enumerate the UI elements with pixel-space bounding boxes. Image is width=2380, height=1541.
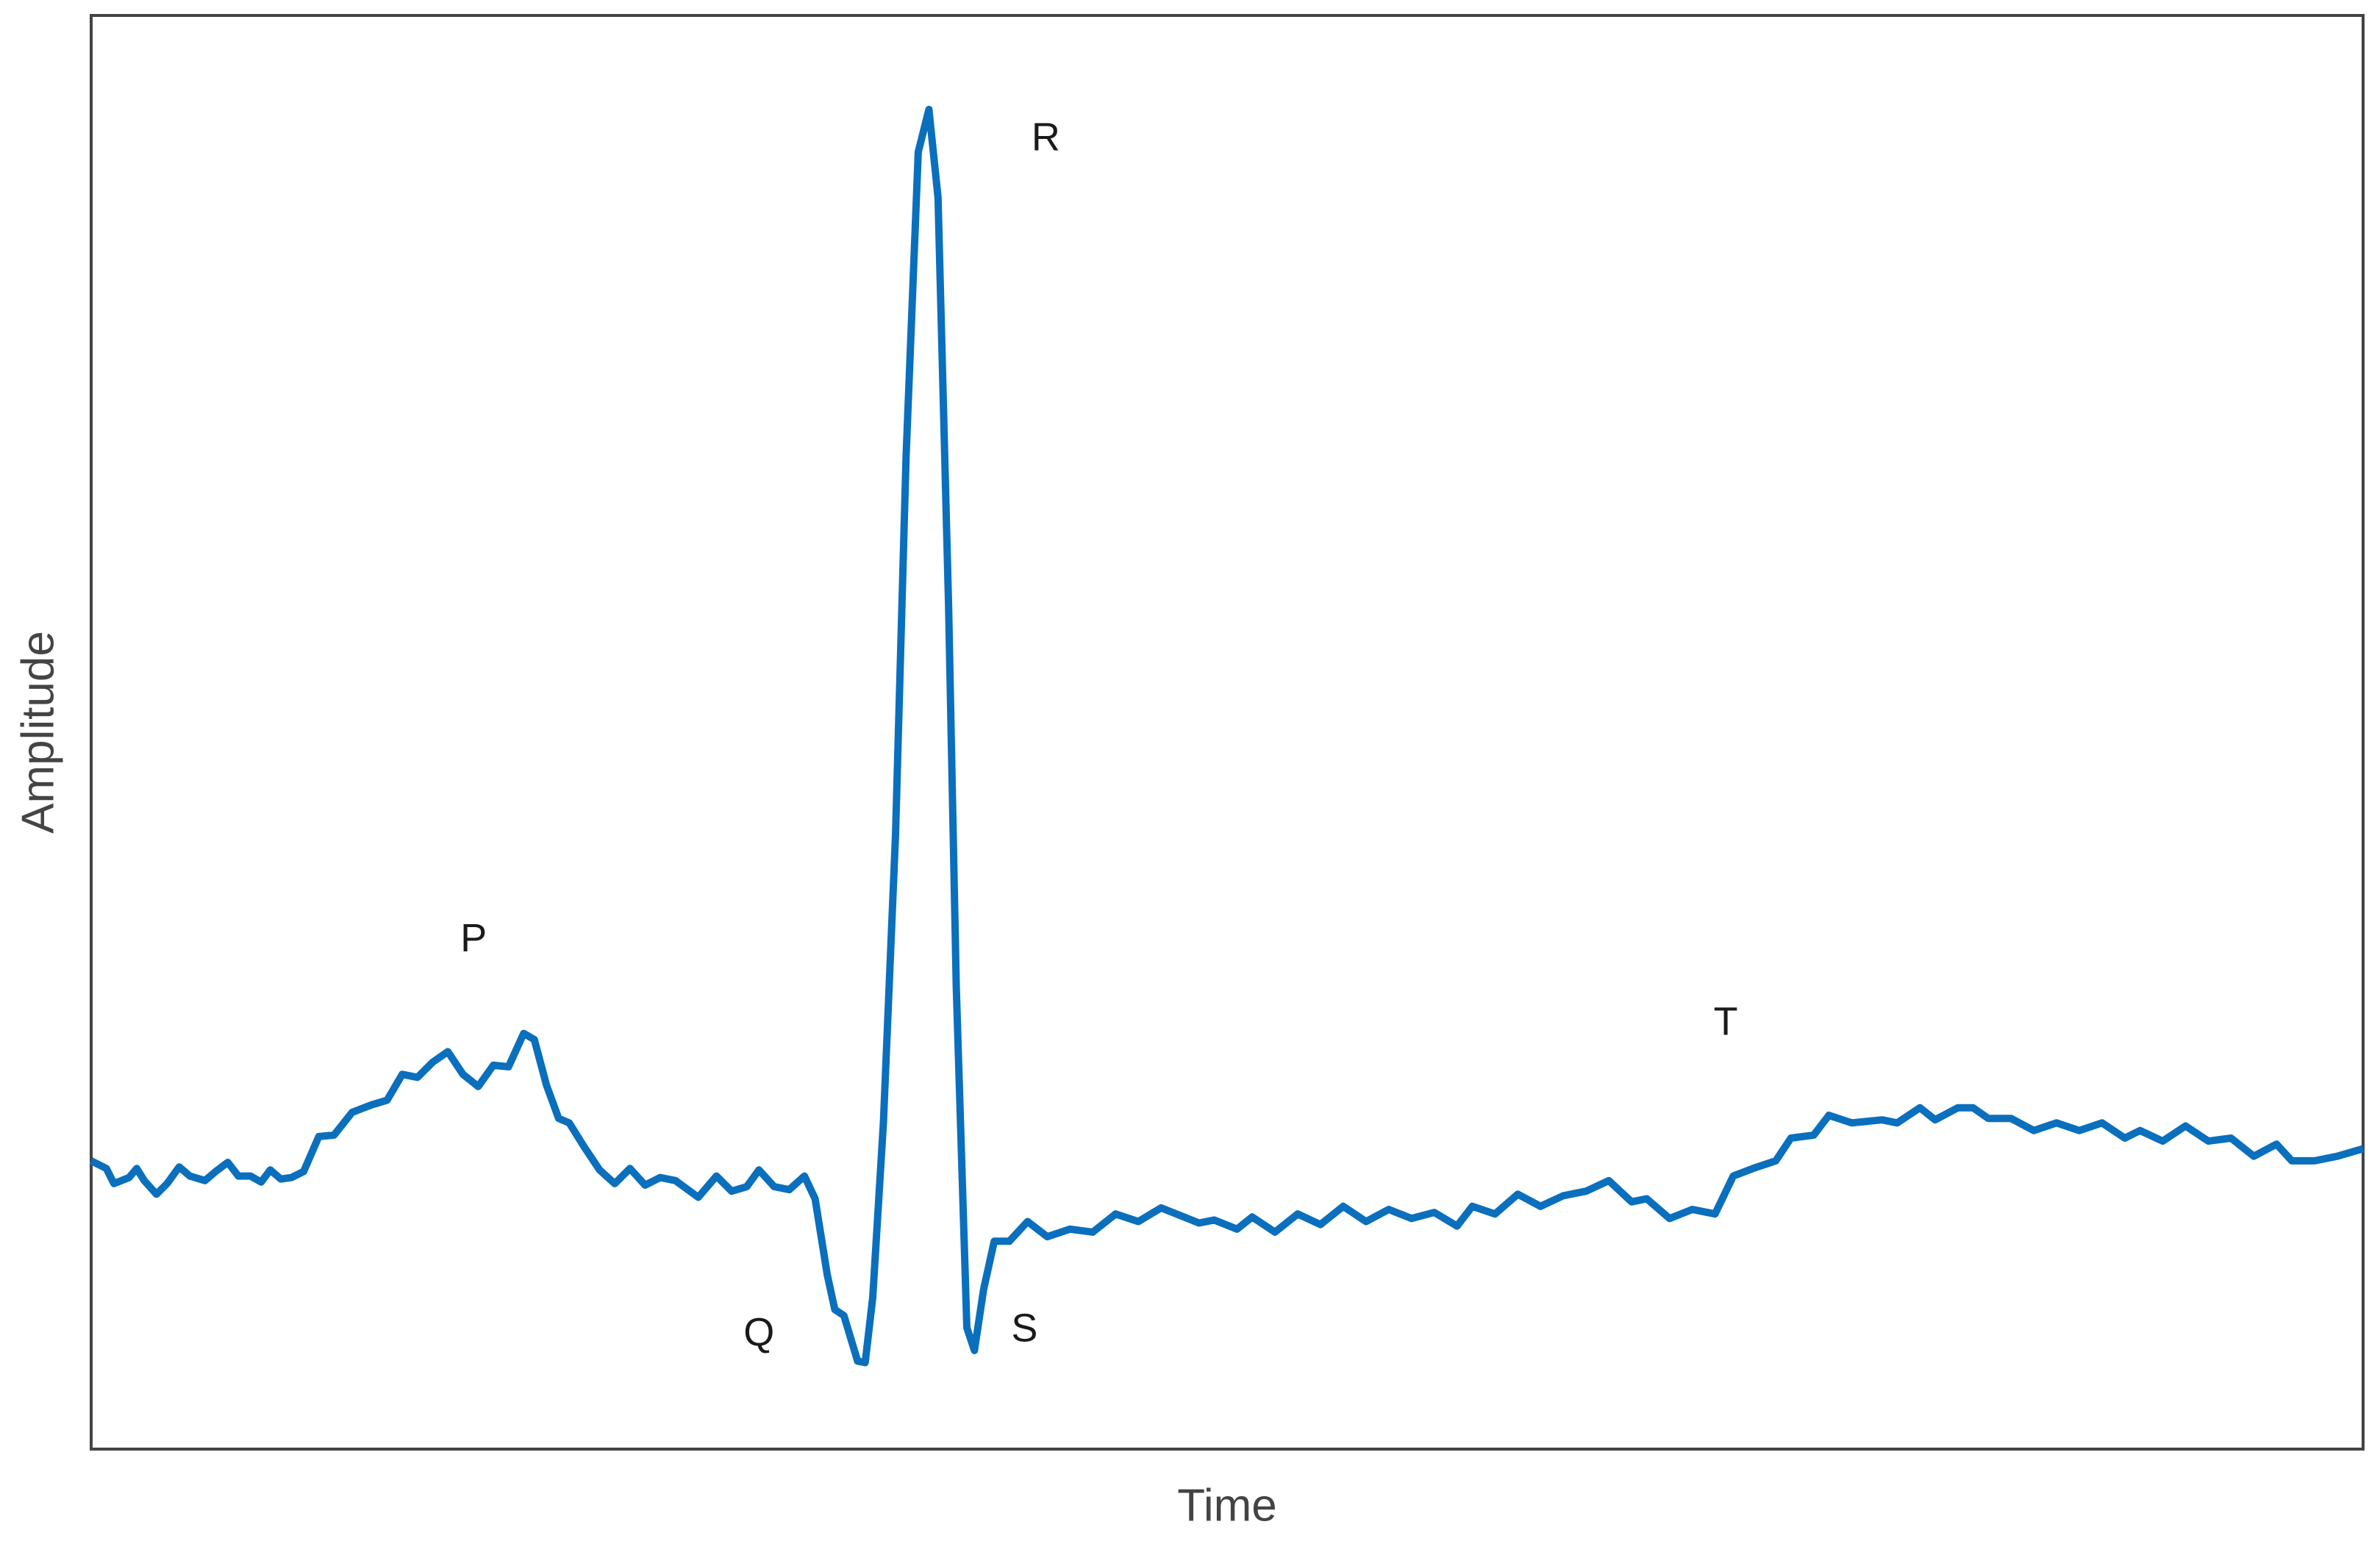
wave-annotation: T	[1714, 999, 1738, 1043]
plot-frame	[90, 14, 2365, 1451]
wave-annotation: S	[1011, 1306, 1037, 1350]
wave-annotation: Q	[743, 1311, 774, 1355]
y-axis-label: Amplitude	[12, 631, 63, 834]
x-axis-label: Time	[1177, 1480, 1276, 1531]
wave-annotation: P	[460, 916, 487, 960]
ecg-line	[89, 105, 2365, 1367]
wave-annotation: R	[1032, 115, 1060, 159]
